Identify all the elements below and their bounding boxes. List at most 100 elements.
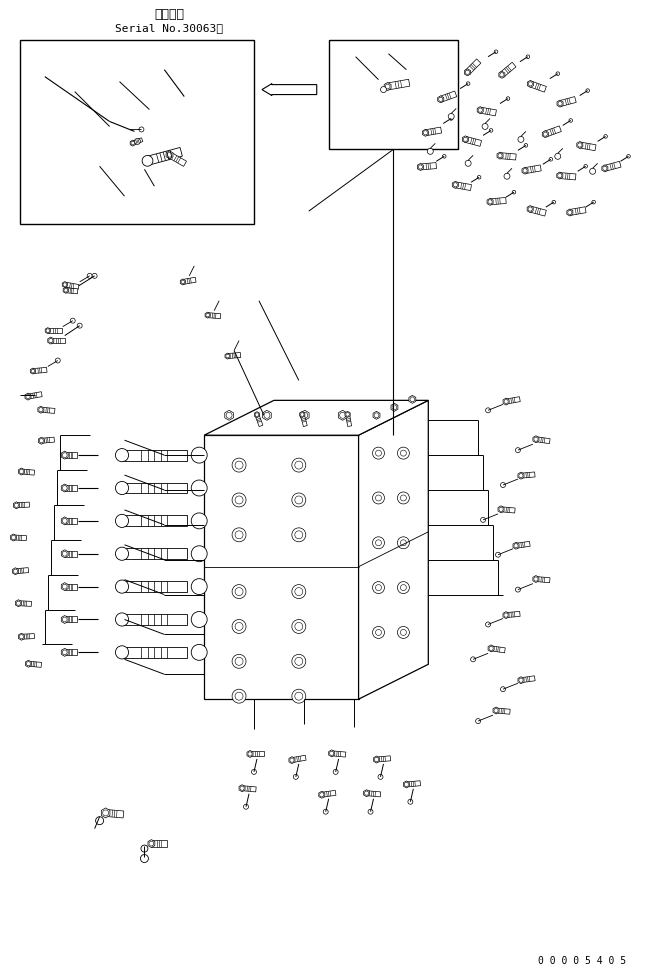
Circle shape	[295, 496, 303, 504]
Polygon shape	[45, 327, 51, 333]
Polygon shape	[15, 568, 29, 573]
Circle shape	[373, 536, 384, 549]
Circle shape	[191, 612, 207, 627]
Circle shape	[397, 492, 410, 504]
Circle shape	[235, 692, 243, 701]
Circle shape	[243, 804, 249, 809]
Polygon shape	[16, 502, 29, 508]
Circle shape	[552, 200, 556, 204]
Circle shape	[568, 210, 572, 215]
Polygon shape	[61, 550, 68, 558]
Polygon shape	[533, 436, 539, 443]
Circle shape	[142, 155, 153, 166]
Circle shape	[232, 655, 246, 668]
Polygon shape	[569, 207, 586, 216]
Circle shape	[400, 584, 406, 590]
Circle shape	[528, 82, 532, 86]
Circle shape	[374, 413, 379, 418]
Circle shape	[514, 543, 518, 548]
Circle shape	[549, 157, 552, 161]
Polygon shape	[65, 583, 77, 589]
Polygon shape	[465, 68, 471, 76]
Polygon shape	[61, 484, 68, 492]
Circle shape	[39, 407, 43, 411]
Circle shape	[252, 769, 256, 775]
Circle shape	[465, 70, 470, 74]
Polygon shape	[417, 163, 423, 170]
Polygon shape	[122, 449, 187, 460]
Polygon shape	[522, 167, 528, 174]
Polygon shape	[63, 287, 68, 293]
Polygon shape	[65, 452, 77, 458]
Circle shape	[191, 447, 207, 463]
Polygon shape	[487, 198, 493, 205]
Circle shape	[63, 282, 67, 286]
Polygon shape	[168, 152, 186, 166]
Circle shape	[515, 587, 520, 592]
Polygon shape	[496, 708, 510, 714]
Circle shape	[404, 783, 408, 786]
Circle shape	[292, 493, 306, 507]
Circle shape	[295, 587, 303, 596]
Polygon shape	[151, 840, 167, 847]
Circle shape	[116, 482, 129, 494]
Polygon shape	[543, 131, 548, 138]
Circle shape	[373, 626, 384, 638]
Polygon shape	[254, 411, 260, 417]
Circle shape	[103, 810, 108, 816]
Circle shape	[167, 152, 172, 157]
Circle shape	[191, 480, 207, 496]
Polygon shape	[51, 338, 65, 343]
Polygon shape	[520, 676, 535, 683]
Circle shape	[558, 102, 562, 106]
Circle shape	[62, 452, 67, 457]
Polygon shape	[527, 205, 533, 213]
Polygon shape	[65, 518, 77, 524]
Circle shape	[376, 495, 382, 501]
Polygon shape	[300, 411, 305, 417]
Circle shape	[373, 492, 384, 504]
Circle shape	[463, 137, 467, 142]
Circle shape	[519, 474, 523, 478]
Polygon shape	[580, 142, 596, 150]
Circle shape	[62, 617, 67, 622]
Polygon shape	[32, 367, 47, 373]
Circle shape	[140, 855, 149, 863]
Circle shape	[439, 97, 443, 102]
Circle shape	[92, 274, 97, 278]
Polygon shape	[577, 142, 583, 149]
Polygon shape	[528, 80, 533, 87]
Polygon shape	[227, 353, 241, 359]
Circle shape	[397, 536, 410, 549]
Polygon shape	[14, 502, 19, 509]
Circle shape	[87, 274, 92, 278]
Circle shape	[295, 622, 303, 630]
Polygon shape	[239, 785, 245, 791]
Circle shape	[12, 535, 16, 539]
Circle shape	[149, 841, 154, 846]
Circle shape	[31, 369, 34, 373]
Circle shape	[64, 288, 67, 292]
Circle shape	[504, 173, 510, 179]
Polygon shape	[374, 756, 380, 763]
Circle shape	[410, 397, 415, 402]
Polygon shape	[12, 568, 18, 574]
Polygon shape	[557, 172, 563, 179]
Circle shape	[496, 552, 500, 557]
Circle shape	[373, 581, 384, 594]
Circle shape	[397, 626, 410, 638]
Polygon shape	[250, 751, 264, 756]
Circle shape	[495, 50, 498, 54]
Circle shape	[512, 191, 516, 194]
Polygon shape	[518, 472, 524, 479]
Circle shape	[292, 689, 306, 703]
Polygon shape	[425, 127, 441, 136]
Polygon shape	[488, 645, 494, 652]
Circle shape	[320, 792, 324, 797]
Polygon shape	[105, 810, 124, 818]
Circle shape	[443, 154, 446, 158]
Circle shape	[232, 619, 246, 633]
Polygon shape	[437, 96, 444, 103]
Polygon shape	[500, 152, 516, 160]
Polygon shape	[559, 97, 576, 106]
